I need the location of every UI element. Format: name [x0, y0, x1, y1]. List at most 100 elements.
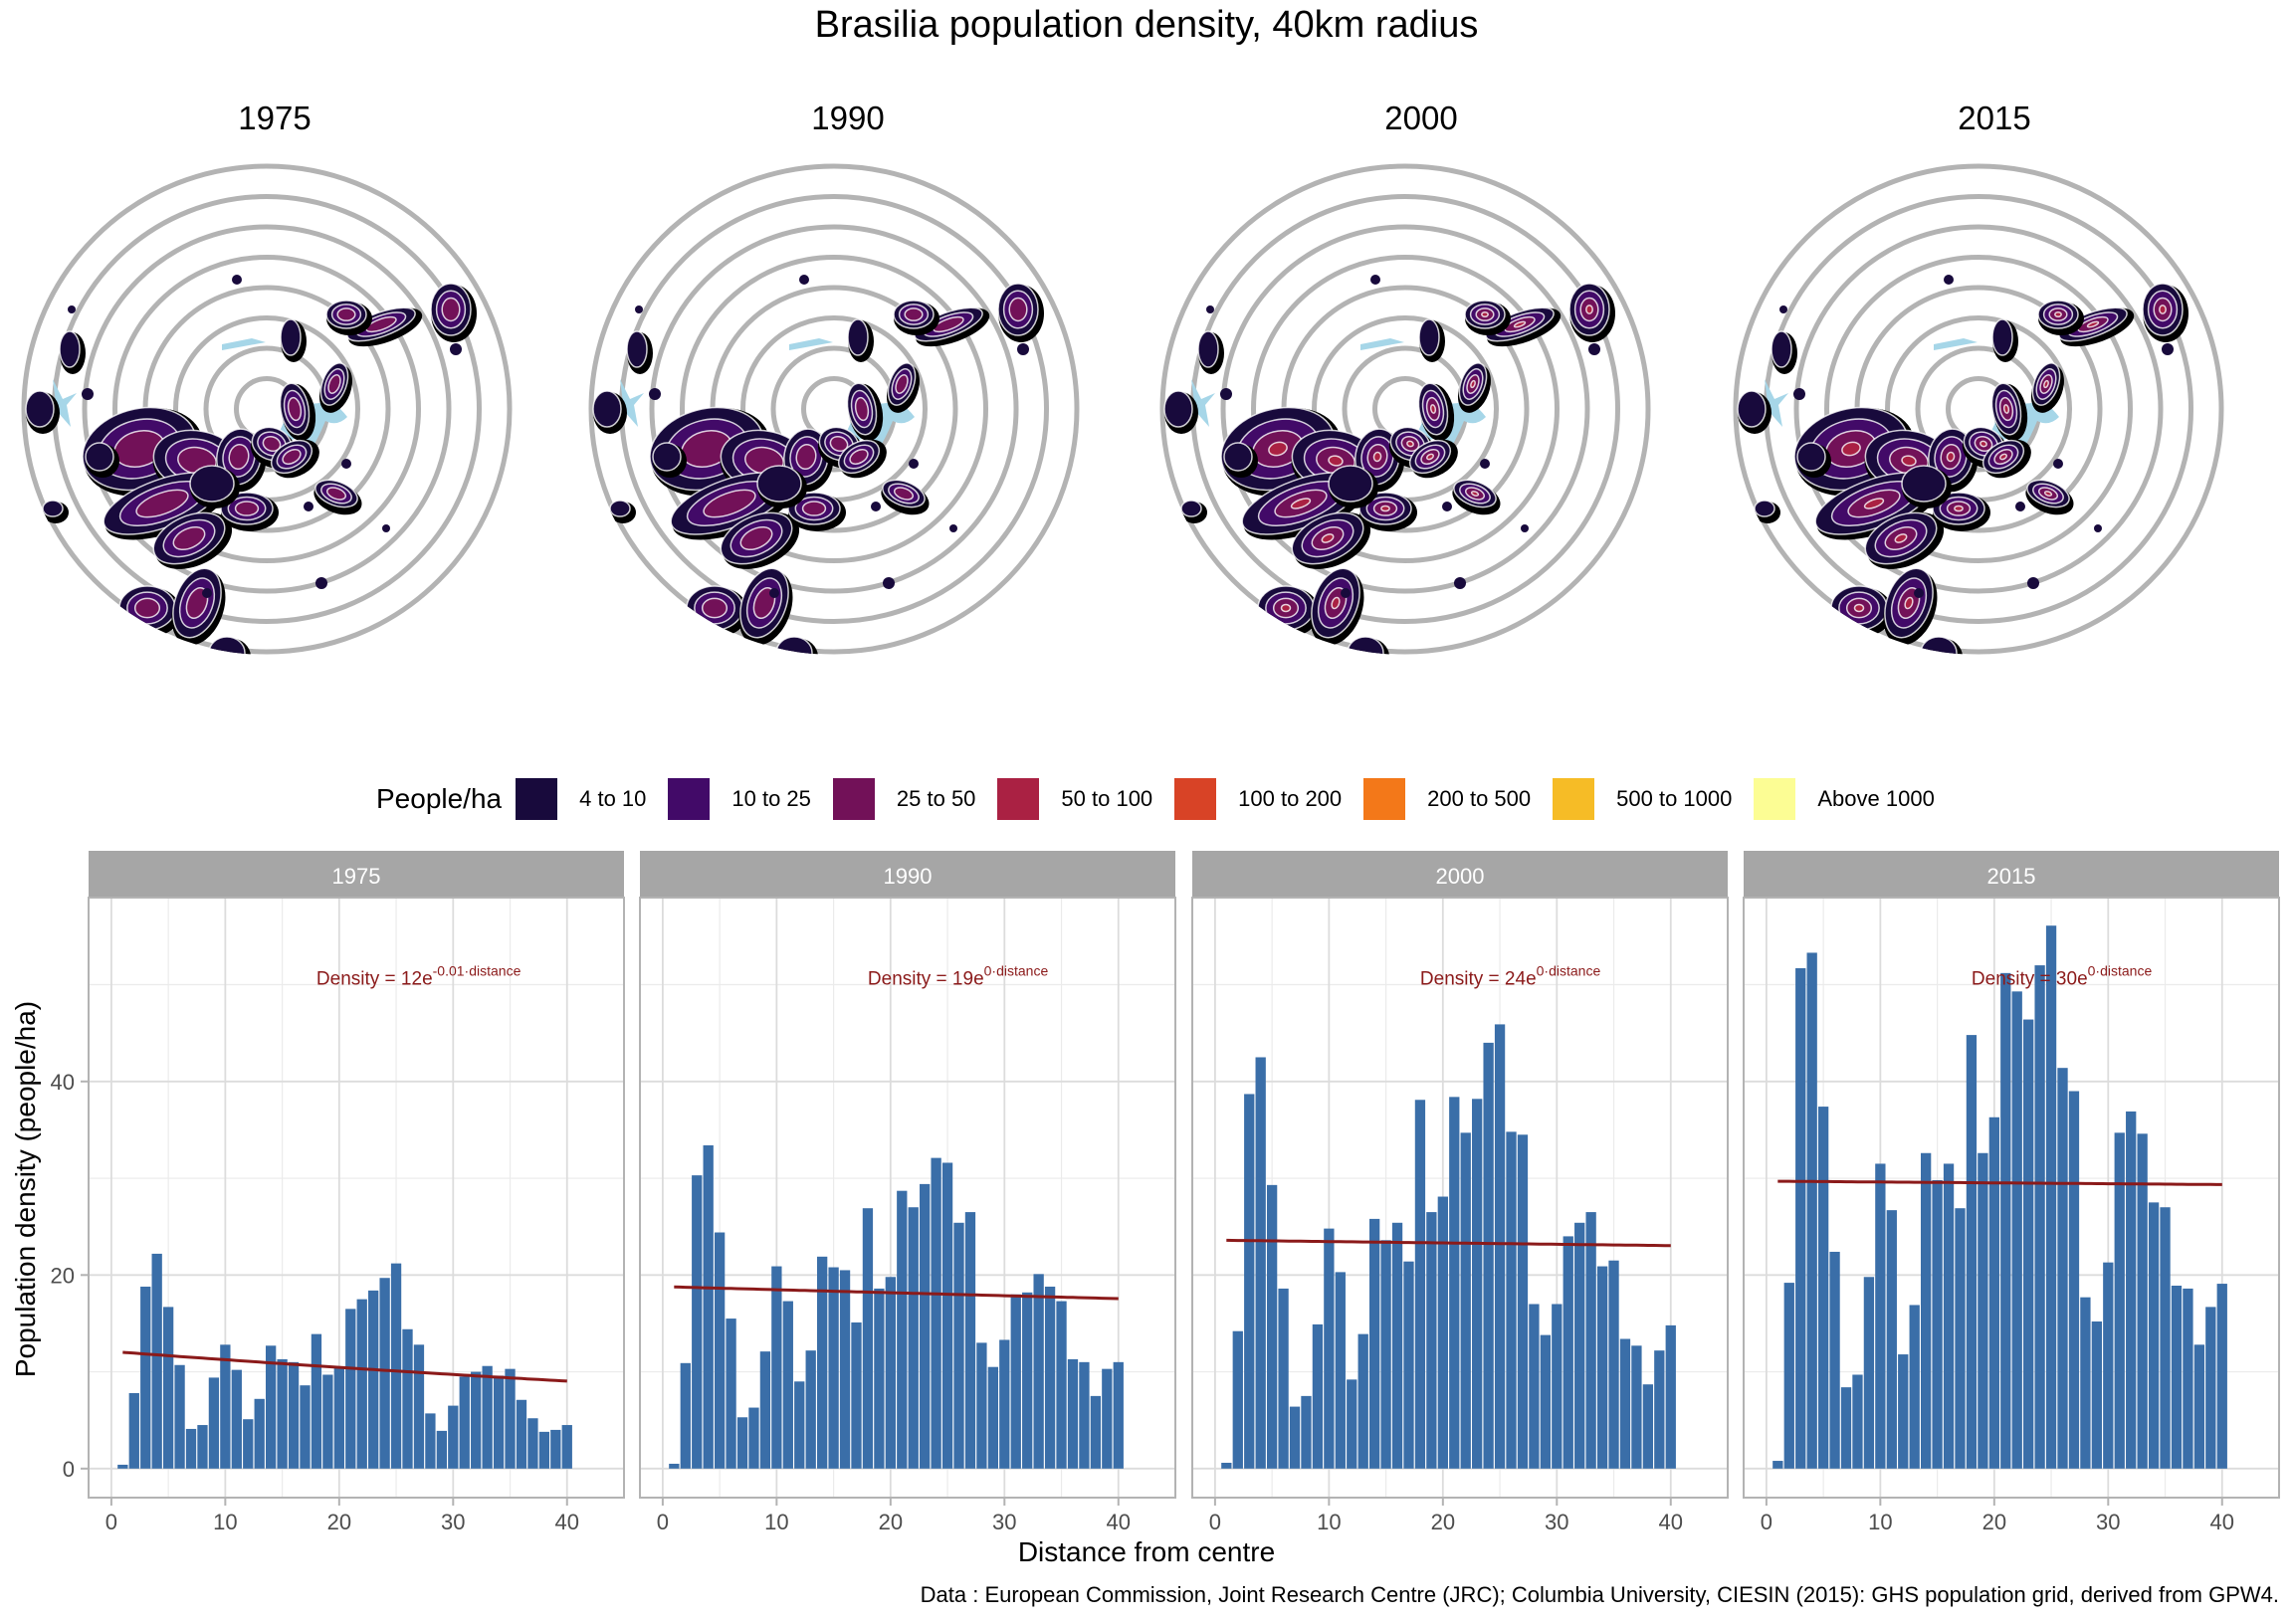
bar: [1978, 1152, 1988, 1469]
bar: [1324, 1228, 1335, 1469]
density-dot: [315, 577, 327, 589]
density-dot: [202, 588, 212, 598]
bar: [311, 1333, 322, 1469]
legend-swatch: [1174, 778, 1217, 820]
density-blob: [895, 373, 909, 395]
bar: [2068, 1091, 2080, 1469]
bar: [736, 1417, 748, 1469]
bar: [2183, 1288, 2193, 1469]
bar: [1932, 1179, 1943, 1469]
legend-items: 4 to 10 10 to 25 25 to 50 50 to 100 100 to 2…: [516, 778, 1957, 820]
density-blob: [1470, 379, 1476, 389]
density-blob: [1954, 505, 1964, 512]
bar: [2000, 972, 2011, 1469]
legend-swatch: [997, 778, 1040, 820]
legend-label: 500 to 1000: [1616, 786, 1733, 811]
bar: [703, 1144, 714, 1469]
x-tick-label: 0: [105, 1510, 117, 1532]
density-dot: [949, 524, 957, 532]
trend-line: [122, 1350, 567, 1383]
bar: [1783, 1283, 1794, 1469]
bar: [1255, 1057, 1266, 1469]
density-blob: [1991, 318, 2013, 356]
legend-swatch: [1553, 778, 1595, 820]
density-blob: [1863, 498, 1885, 509]
density-blob: [1481, 311, 1489, 317]
bar: [885, 1277, 896, 1469]
bar: [1886, 1210, 1897, 1469]
bar: [1540, 1334, 1552, 1469]
y-axis-title: Population density (people/ha): [10, 1000, 41, 1378]
bar: [1347, 1379, 1357, 1469]
density-blob: [854, 396, 870, 422]
bar: [874, 1288, 885, 1469]
density-blob: [1771, 330, 1792, 368]
bar: [1596, 1266, 1608, 1469]
bar: [862, 1208, 874, 1469]
density-dot: [1220, 388, 1232, 400]
density-blobs: [1163, 275, 1615, 655]
density-blob: [280, 318, 302, 356]
bar: [140, 1286, 151, 1469]
distance-ring: [1824, 255, 2133, 563]
bar: [1414, 1100, 1426, 1469]
facet-strip: [89, 851, 624, 898]
bar: [1221, 1462, 1232, 1469]
density-dot: [1793, 388, 1805, 400]
density-blob: [1223, 442, 1253, 472]
legend-label: Above 1000: [1817, 786, 1935, 811]
x-tick-label: 0: [657, 1510, 669, 1532]
density-blob: [1347, 636, 1384, 655]
bar: [1552, 1304, 1563, 1469]
density-blob: [1328, 455, 1344, 467]
bar: [1090, 1395, 1102, 1469]
bar: [999, 1339, 1010, 1469]
trend-annotation: Density = 30e0·distance: [1972, 963, 2153, 990]
bar: [1817, 1107, 1829, 1469]
facet-label: 2015: [1987, 864, 2036, 889]
distance-ring: [619, 194, 1049, 624]
density-dot: [799, 275, 809, 285]
legend-title: People/ha: [376, 783, 503, 814]
bar: [425, 1413, 436, 1469]
density-dot: [909, 459, 919, 469]
bar: [839, 1270, 851, 1469]
panel-border: [1191, 897, 1729, 1499]
annotation-exponent: 0·distance: [1537, 963, 1601, 979]
density-blob: [336, 307, 356, 321]
legend-item: 4 to 10: [516, 778, 646, 820]
density-blob: [133, 597, 161, 619]
legend-item: 50 to 100: [997, 778, 1152, 820]
density-blob: [1372, 451, 1382, 463]
bar: [220, 1344, 231, 1469]
bar: [2205, 1307, 2216, 1469]
bar: [1840, 1387, 1852, 1469]
bar: [1335, 1272, 1346, 1469]
density-blob: [752, 587, 776, 619]
bar: [2137, 1133, 2148, 1469]
bar: [1079, 1361, 1090, 1469]
data-source-caption: Data : European Commission, Joint Resear…: [920, 1582, 2279, 1607]
density-blob: [287, 396, 303, 422]
x-tick-label: 10: [213, 1510, 237, 1532]
bar: [805, 1350, 816, 1469]
bar: [828, 1267, 839, 1469]
legend-item: 25 to 50: [832, 778, 975, 820]
bar: [1608, 1260, 1619, 1469]
x-axis-title: Distance from centre: [1017, 1536, 1276, 1567]
bar: [2216, 1284, 2227, 1469]
bar: [1067, 1358, 1079, 1469]
bar: [1795, 967, 1806, 1469]
distance-ring: [112, 255, 421, 563]
legend-item: 100 to 200: [1174, 778, 1342, 820]
facet-label: 1975: [332, 864, 381, 889]
density-blob: [1513, 320, 1527, 328]
density-blob: [25, 390, 55, 428]
trend-annotation: Density = 12e-0.01·distance: [316, 963, 521, 990]
annotation-prefix: Density = 19e: [868, 969, 984, 990]
bar: [550, 1429, 561, 1469]
bar: [2023, 1019, 2034, 1469]
bar: [288, 1361, 300, 1469]
distance-ring: [1793, 224, 2164, 594]
legend-swatch: [1363, 778, 1406, 820]
